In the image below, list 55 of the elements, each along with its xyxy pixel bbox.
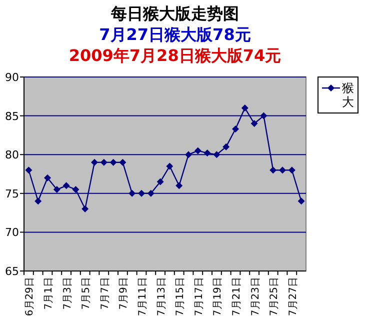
point <box>241 104 248 112</box>
x-tick-label: 7月15日 <box>175 277 186 316</box>
y-tick-label: 75 <box>5 187 19 200</box>
point <box>82 205 89 212</box>
legend-label: 猴大 <box>342 81 354 109</box>
point <box>288 166 296 174</box>
point <box>250 120 258 128</box>
x-tick-label: 7月13日 <box>156 277 168 316</box>
chart-subtitle: 7月27日猴大版78元 <box>99 25 251 44</box>
point <box>298 198 305 205</box>
point <box>222 143 230 150</box>
point <box>119 158 126 166</box>
point <box>185 151 192 158</box>
y-tick-label: 65 <box>5 265 19 278</box>
point <box>100 158 108 166</box>
point <box>147 190 154 197</box>
x-tick-label: 6月29日 <box>24 277 36 316</box>
x-tick-label: 7月19日 <box>212 277 224 316</box>
x-tick-label: 7月25日 <box>269 277 280 316</box>
x-tick-label: 7月7日 <box>100 277 111 310</box>
point <box>62 182 70 190</box>
x-tick-label: 7月9日 <box>118 277 130 310</box>
x-tick-label: 7月1日 <box>44 277 54 310</box>
chart-title: 每日猴大版走势图 <box>110 4 239 23</box>
x-tick-label: 7月3日 <box>62 277 74 310</box>
x-tick-label: 7月17日 <box>194 277 205 316</box>
x-tick-label: 7月21日 <box>232 277 242 316</box>
x-tick-label: 7月27日 <box>288 277 299 316</box>
x-tick-label: 7月5日 <box>81 277 92 310</box>
point <box>156 178 164 186</box>
point <box>25 166 32 174</box>
x-tick-label: 7月23日 <box>250 277 262 316</box>
point <box>194 147 202 154</box>
point <box>128 190 136 197</box>
point <box>44 174 51 182</box>
y-tick-label: 80 <box>5 148 19 162</box>
point <box>138 190 145 197</box>
point <box>232 125 239 132</box>
y-tick-label: 90 <box>5 71 19 84</box>
x-tick-label: 7月11日 <box>138 277 148 316</box>
point <box>260 112 268 120</box>
y-tick-label: 70 <box>5 226 19 240</box>
point <box>270 166 277 174</box>
point <box>213 151 220 158</box>
point <box>91 158 98 166</box>
point <box>204 150 211 157</box>
y-tick-label: 85 <box>5 110 19 123</box>
point <box>53 186 60 194</box>
point <box>279 166 286 174</box>
text: 2009年7月28日猴大版74元 <box>68 46 282 65</box>
point <box>176 182 183 190</box>
point <box>34 198 42 205</box>
point <box>72 186 80 194</box>
point <box>110 158 117 166</box>
point <box>166 162 174 170</box>
